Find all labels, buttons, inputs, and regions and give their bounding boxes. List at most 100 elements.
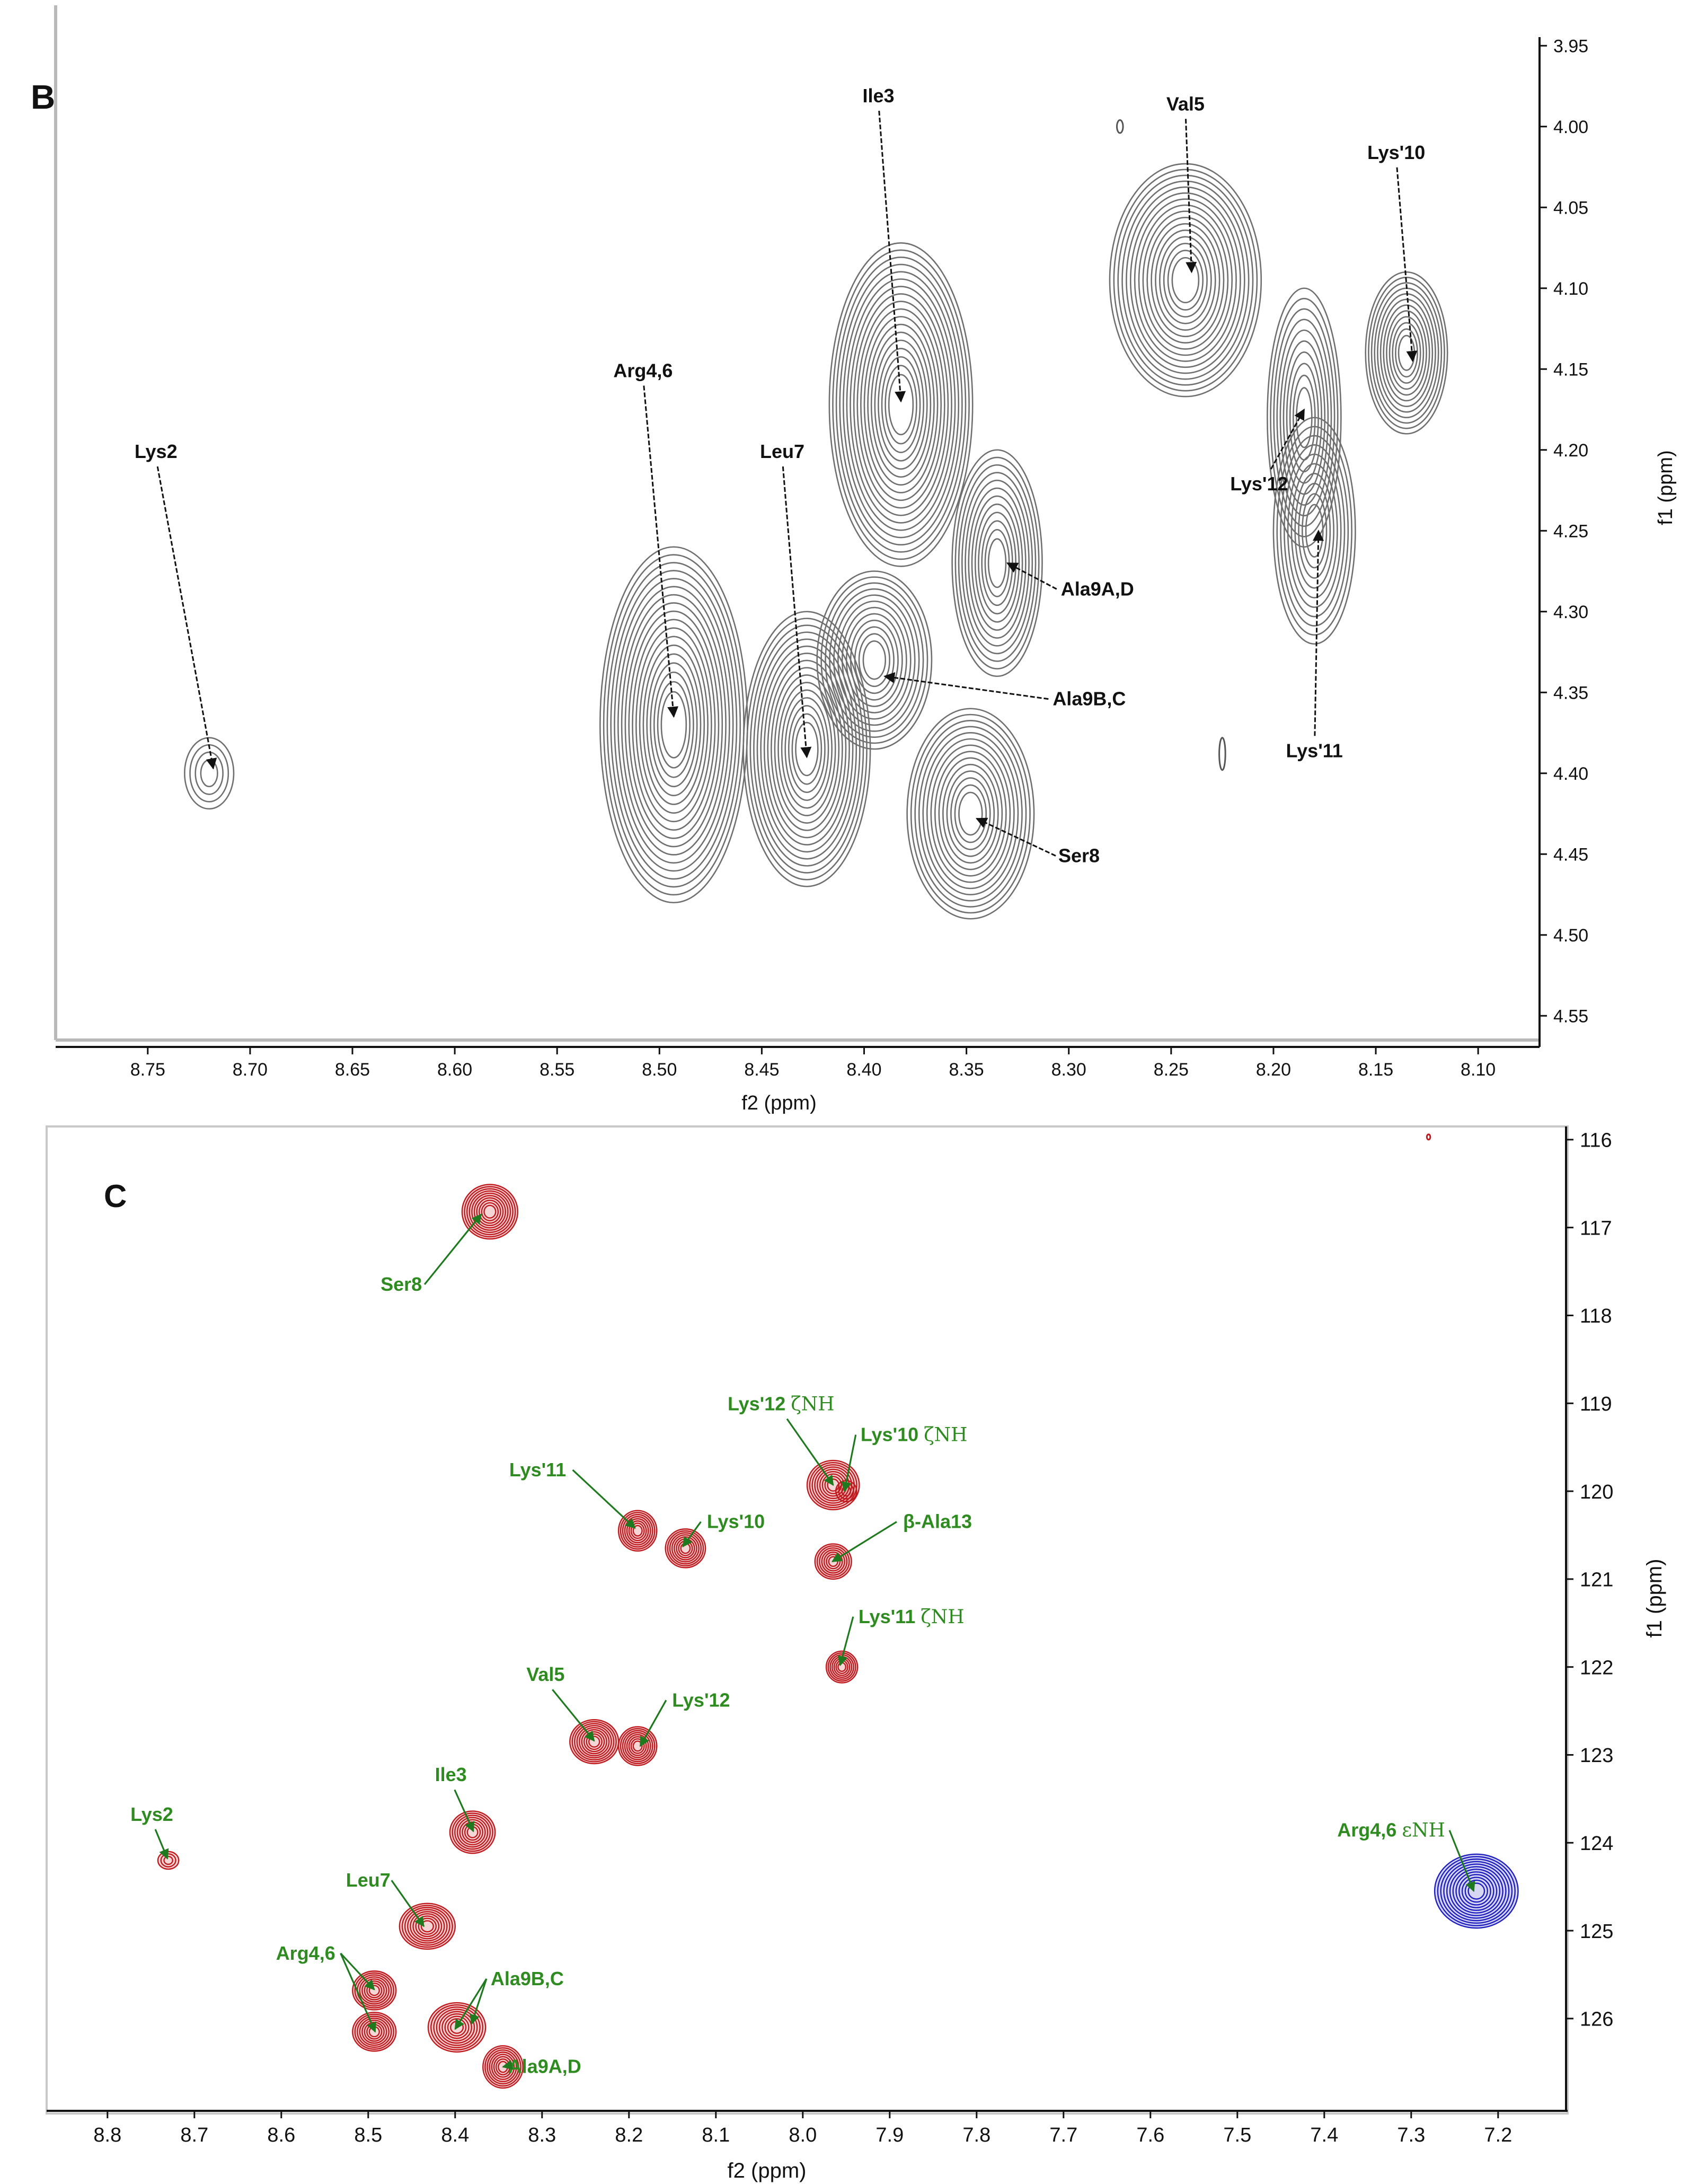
label-lys-11: Lys'11 [1286,739,1343,761]
arrow-lys-11-nh [837,1616,854,1667]
contour-level [1129,192,1241,368]
contour-level [357,2015,392,2048]
contour-level [628,610,720,839]
contour-level [816,570,933,750]
label-ser8: Ser8 [1058,845,1100,867]
contour-level [837,600,912,720]
x-tick-label: 8.1 [702,2124,730,2146]
x-tick-label: 8.50 [642,1060,677,1080]
contour-level [809,1461,857,1508]
contour-level [874,339,928,470]
peak-leu7 [399,1903,456,1950]
contour-level [622,1514,653,1548]
contour-level [1464,1879,1488,1903]
contour-level [784,697,829,801]
contour-level [862,640,887,680]
contour-level [1379,298,1434,407]
peak-lys-10 [665,1528,706,1569]
peak-lys-11 [1272,417,1356,645]
contour-level [404,1907,450,1946]
label-leu7: Leu7 [760,441,804,462]
contour-level [452,1812,493,1852]
arrow-lys-12-nh [786,1418,834,1486]
contour-level [468,1190,511,1234]
contour-level [620,1512,656,1550]
contour-level [579,1727,610,1757]
contour-level [361,2019,387,2044]
contour-level [412,1913,443,1940]
y-tick-label: 125 [1580,1921,1613,1943]
contour-level [444,2015,470,2039]
y-tick-label: 122 [1580,1657,1613,1679]
contour-level [825,1650,859,1684]
x-tick-label: 7.2 [1484,2124,1512,2146]
y-tick-label: 4.15 [1553,359,1588,380]
y-tick-label: 4.50 [1553,926,1588,946]
contour-level [200,759,218,788]
x-tick-label: 8.25 [1154,1060,1189,1080]
peak-val5 [569,1719,620,1765]
contour-level [1392,322,1421,384]
x-tick-label: 7.3 [1397,2124,1425,2146]
contour-level [624,1516,651,1546]
contour-level [1280,435,1349,627]
contour-level [950,777,991,850]
contour-level [624,602,723,848]
y-tick-label: 4.10 [1553,279,1588,299]
contour-level [971,495,1023,631]
contour-level [870,331,932,478]
x-tick-label: 8.65 [335,1060,370,1080]
artifact-peak [1426,1133,1431,1141]
contour-level [1455,1871,1498,1911]
panel-c-xlabel: f2 (ppm) [728,2159,807,2182]
contour-level [464,1186,516,1238]
contour-level [954,456,1040,670]
contour-level [1151,223,1221,338]
label-lys-10-nh: Lys'10 ζNH [861,1424,968,1446]
contour-level [1287,453,1342,608]
x-tick-label: 8.7 [180,2124,208,2146]
contour-level [760,645,854,853]
contour-level [968,487,1027,639]
label-lys-12: Lys'12 [672,1689,730,1711]
y-tick-label: 4.20 [1553,441,1588,461]
contour-level [359,2018,390,2046]
arrow-ala9b-c [454,1978,488,2030]
contour-level [860,308,942,501]
arrow-ala9a-d [1006,562,1057,590]
contour-level [910,714,1031,914]
contour-level [788,705,826,793]
peak-ala9b-c [816,570,933,750]
panel-c-label: C [104,1178,127,1214]
contour-level [461,1184,519,1240]
contour-level [1449,1866,1504,1916]
arrow-arg4-6 [340,1952,375,1991]
peak-ser8 [906,708,1035,920]
contour-level [438,2011,475,2044]
panel-c-y-ticks: 116 117 118 119 120 121 122 123 124 125 126 [1566,1130,1613,2031]
contour-level [454,1815,491,1850]
contour-level [184,737,235,810]
contour-level [639,636,709,814]
contour-level [614,578,734,872]
x-tick-label: 8.10 [1461,1060,1496,1080]
y-tick-label: 3.95 [1553,36,1588,56]
arrow--ala13 [831,1521,897,1563]
contour-level [781,689,833,809]
x-tick-label: 8.4 [441,2124,469,2146]
y-tick-label: 4.30 [1553,602,1588,622]
label-val5: Val5 [526,1663,564,1685]
y-tick-label: 120 [1580,1481,1613,1503]
contour-level [867,323,935,486]
peak-lys-11 [617,1510,658,1552]
peak-ala9a-d [951,449,1043,677]
contour-level [473,1195,506,1229]
contour-level [1395,328,1418,378]
y-tick-label: 121 [1580,1569,1613,1591]
contour-level [881,356,921,453]
contour-level [930,744,1011,883]
contour-level [484,2047,521,2087]
contour-level [1267,287,1342,548]
label-ile3: Ile3 [863,85,895,107]
x-tick-label: 8.75 [130,1060,165,1080]
